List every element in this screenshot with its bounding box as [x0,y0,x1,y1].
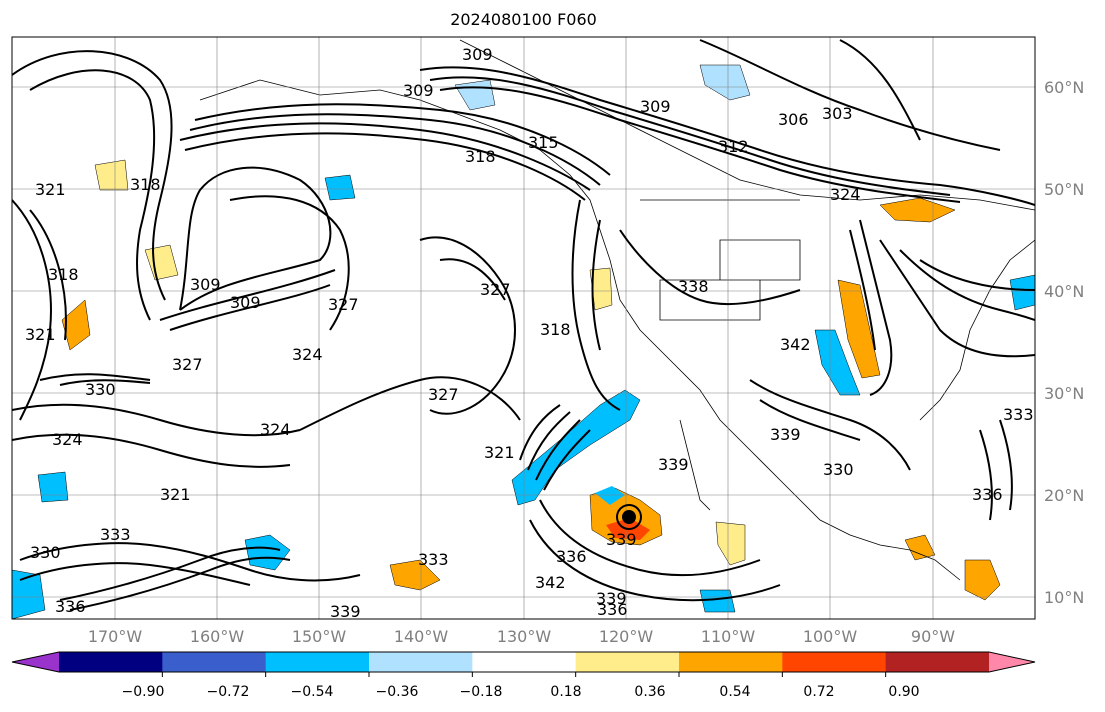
colorbar-swatch [575,652,680,672]
contour-label: 321 [160,485,191,504]
contour-label: 318 [130,175,161,194]
colorbar-swatch [885,652,990,672]
contour-label: 339 [330,602,361,621]
shaded-anomalies [12,64,1035,619]
contour-label: 327 [428,385,459,404]
contour-label: 339 [606,530,637,549]
colorbar-tick-label: −0.54 [290,684,334,700]
colorbar-tick-label: −0.18 [459,684,503,700]
contour-label: 330 [30,543,61,562]
contour-label: 324 [52,430,83,449]
contour-label: 342 [535,573,566,592]
contour-label: 309 [230,293,261,312]
colorbar-swatch [472,652,577,672]
contour-label: 336 [55,597,86,616]
contour-label: 303 [822,104,853,123]
contour-label: 324 [260,420,291,439]
colorbar-tick-label: 0.90 [888,684,920,700]
contour-label: 333 [1003,405,1034,424]
contour-label: 309 [403,81,434,100]
coastlines [199,39,1035,581]
colorbar-outline [11,651,1036,673]
colorbar-tick-label: −0.90 [121,684,165,700]
colorbar-swatch [162,652,267,672]
contour-label: 327 [328,295,359,314]
lat-label: 10°N [1044,588,1085,607]
contour-label: 315 [528,133,559,152]
contour-label: 338 [678,277,709,296]
colorbar-swatch [369,652,473,672]
contour-label: 342 [780,335,811,354]
lat-label: 60°N [1044,78,1085,97]
contour-label: 327 [480,280,511,299]
colorbar-swatch [265,652,370,672]
storm-center [616,504,642,530]
lon-label: 130°W [496,627,552,646]
lon-label: 120°W [598,627,654,646]
lat-label: 40°N [1044,282,1085,301]
colorbar-tick-label: 0.54 [719,684,751,700]
colorbar-tick-label: 0.18 [550,684,582,700]
lon-label: 160°W [189,627,245,646]
colorbar-tick-label: −0.72 [206,684,250,700]
contour-label: 336 [972,485,1003,504]
lon-label: 90°W [910,627,956,646]
lat-label: 50°N [1044,180,1085,199]
contour-label: 321 [484,443,515,462]
contour-label: 309 [640,97,671,116]
contour-labels: 309 309 309 309 309 303 306 312 315 318 … [25,45,1034,621]
contour-label: 324 [292,345,323,364]
contours [12,39,1035,611]
contour-label: 306 [778,110,809,129]
contour-label: 324 [830,185,861,204]
colorbar-swatch [59,652,163,672]
colorbar [11,651,1036,677]
lat-label: 30°N [1044,384,1085,403]
lon-label: 140°W [393,627,449,646]
lon-label: 170°W [87,627,143,646]
contour-label: 339 [770,425,801,444]
contour-label: 339 [596,589,627,608]
contour-label: 339 [658,455,689,474]
contour-label: 327 [172,355,203,374]
contour-label: 321 [25,325,56,344]
colorbar-tick-label: 0.36 [634,684,666,700]
contour-label: 336 [597,600,628,619]
contour-label: 333 [100,525,131,544]
map-title: 2024080100 F060 [450,10,597,29]
contour-label: 333 [418,550,449,569]
lon-label: 150°W [291,627,347,646]
contour-label: 318 [48,265,79,284]
contour-label: 318 [540,320,571,339]
colorbar-extend-min [12,652,59,672]
map-field [12,37,1035,619]
lat-label: 20°N [1044,486,1085,505]
contour-label: 312 [718,137,749,156]
contour-label: 321 [35,180,66,199]
colorbar-extend-max [989,652,1035,672]
colorbar-swatch [782,652,887,672]
lon-label: 100°W [802,627,858,646]
colorbar-tick-label: 0.72 [803,684,835,700]
contour-label: 336 [556,547,587,566]
contour-label: 330 [85,380,116,399]
contour-label: 318 [465,147,496,166]
colorbar-tick-label: −0.36 [375,684,419,700]
lon-label: 110°W [700,627,756,646]
colorbar-swatch [679,652,783,672]
contour-label: 309 [190,275,221,294]
contour-label: 330 [823,460,854,479]
map-frame [11,36,1036,620]
contour-label: 309 [462,45,493,64]
